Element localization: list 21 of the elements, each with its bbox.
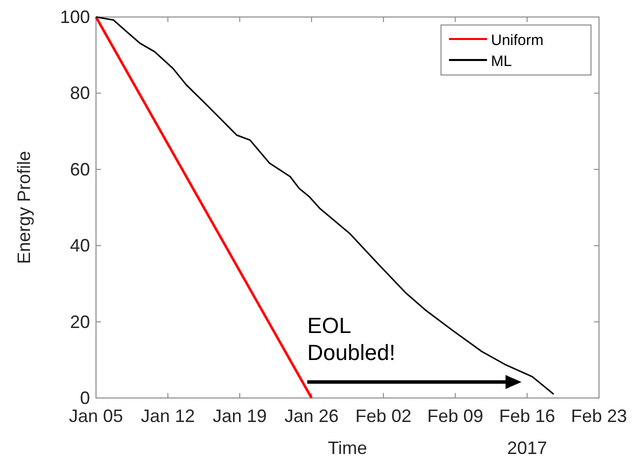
y-tick-label: 20 <box>70 312 90 332</box>
x-tick-label: Jan 19 <box>212 406 267 426</box>
text: 2017 <box>507 438 548 458</box>
x-tick-label: Feb 02 <box>355 406 412 426</box>
x-tick-label: Jan 26 <box>284 406 339 426</box>
legend-label: Uniform <box>491 32 544 49</box>
annotation: EOL Doubled! <box>307 313 396 366</box>
x-axis-title: Time <box>328 438 368 458</box>
y-tick-label: 60 <box>70 159 90 180</box>
x-tick-label: Feb 16 <box>499 406 556 426</box>
y-tick-label: 40 <box>70 236 90 256</box>
legend-label: ML <box>491 53 512 70</box>
y-axis-title: Energy Profile <box>14 150 34 264</box>
x-tick-label: Jan 05 <box>68 406 124 426</box>
y-tick-label: 0 <box>80 388 90 408</box>
line-series <box>95 16 554 395</box>
x-tick-label: Feb 23 <box>570 406 628 426</box>
y-tick-label: 80 <box>70 83 90 104</box>
y-tick-label: 100 <box>60 7 90 27</box>
x-tick-label: Feb 09 <box>427 406 484 426</box>
x-tick-label: Jan 12 <box>140 406 195 426</box>
